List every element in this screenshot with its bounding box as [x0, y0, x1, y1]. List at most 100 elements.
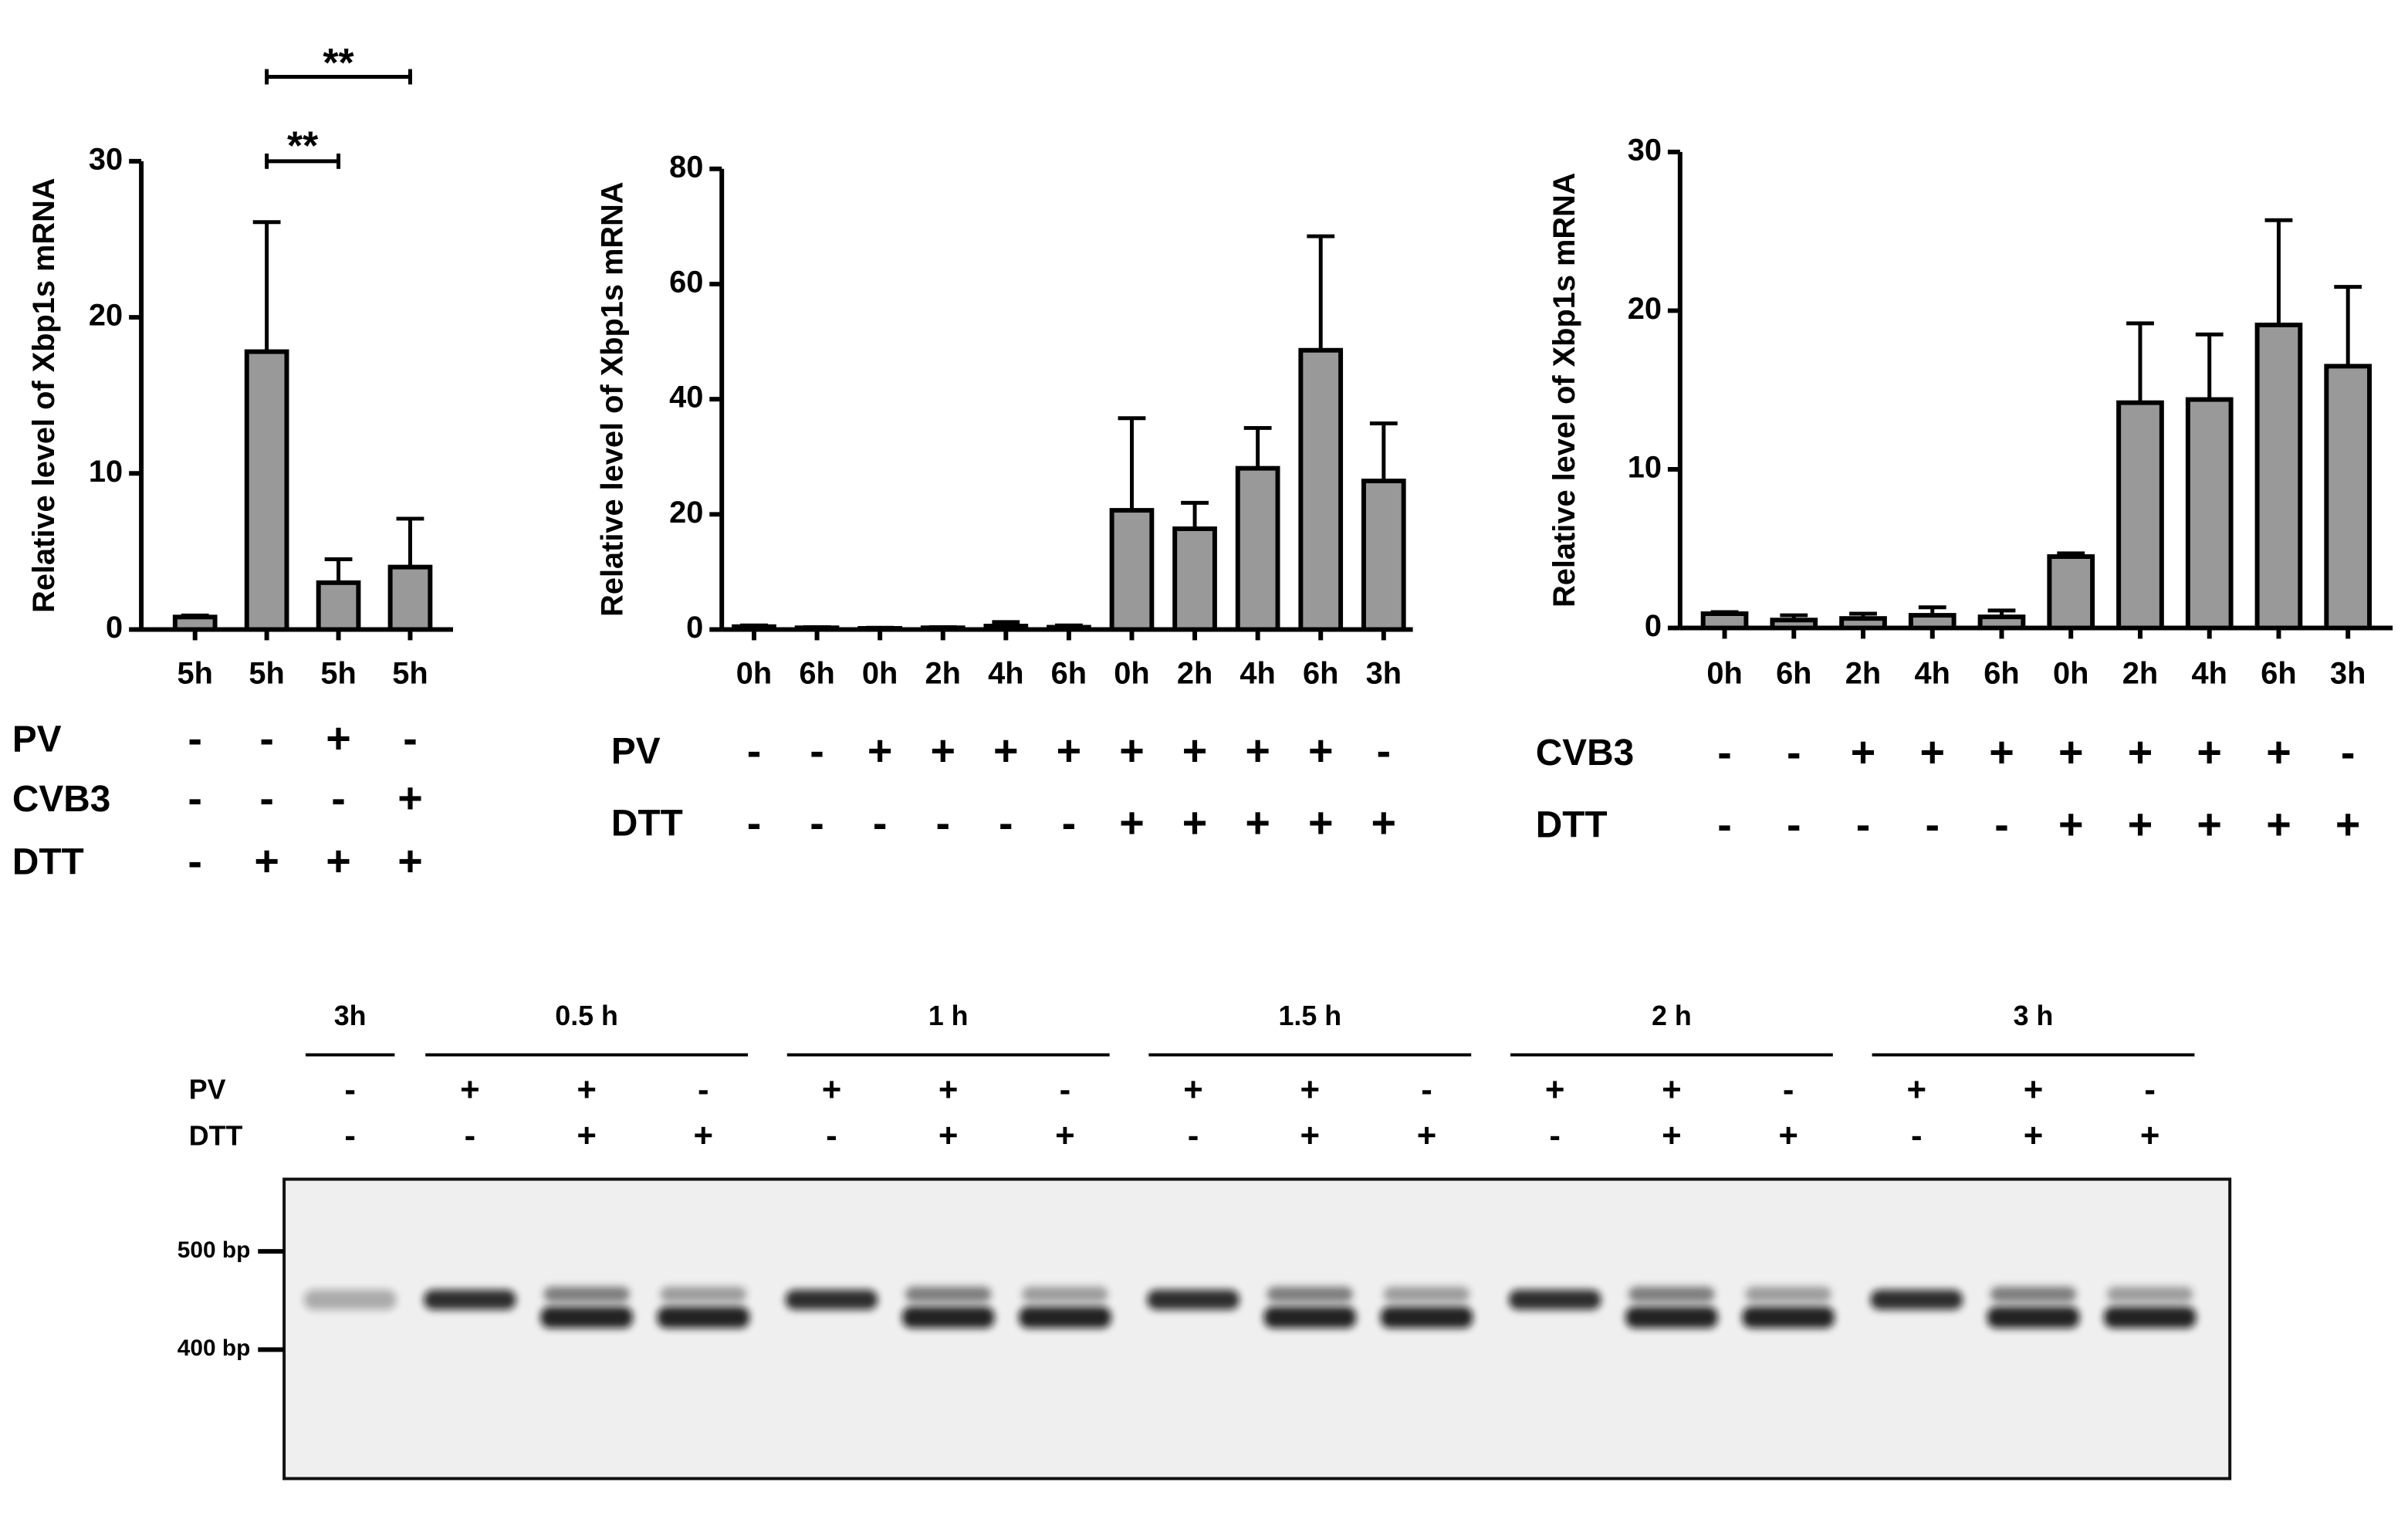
condition-sign: - — [1062, 799, 1077, 847]
x-tick-label: 5h — [320, 657, 356, 691]
bar — [1298, 347, 1344, 632]
gel-sign: + — [694, 1116, 714, 1154]
marker-label: 500 bp — [178, 1237, 251, 1263]
condition-sign: + — [2197, 728, 2222, 776]
bar — [1109, 508, 1155, 632]
x-tick-label: 2h — [925, 657, 961, 691]
condition-sign: + — [1989, 728, 2014, 776]
gel-band — [2107, 1286, 2193, 1302]
y-tick-label: 0 — [686, 611, 703, 645]
gel-sign: + — [939, 1071, 959, 1108]
condition-label: DTT — [1536, 805, 1608, 846]
marker-label: 400 bp — [178, 1335, 251, 1361]
condition-sign: + — [1308, 726, 1334, 774]
y-tick-label: 80 — [669, 150, 703, 184]
gel-row-label: DTT — [189, 1120, 243, 1151]
condition-sign: - — [747, 799, 762, 847]
x-tick-label: 3h — [1366, 657, 1402, 691]
gel-sign: - — [1060, 1071, 1071, 1108]
condition-sign: + — [1919, 728, 1945, 776]
condition-sign: - — [1925, 800, 1940, 848]
x-tick-label: 0h — [736, 657, 772, 691]
gel-band — [1625, 1306, 1718, 1328]
y-tick-label: 30 — [1628, 133, 1662, 167]
gel-sign: - — [465, 1116, 476, 1154]
gel-sign: + — [577, 1116, 597, 1154]
condition-sign: + — [1371, 799, 1397, 847]
gel-sign: - — [2144, 1071, 2156, 1108]
gel-group-label: 1 h — [928, 1000, 969, 1031]
gel-band — [1628, 1286, 1715, 1302]
gel-group-label: 3 h — [2014, 1000, 2054, 1031]
x-tick-label: 6h — [1051, 657, 1087, 691]
condition-sign: - — [188, 838, 202, 885]
condition-sign: - — [259, 774, 274, 822]
condition-sign: - — [1787, 728, 1801, 776]
condition-sign: - — [1856, 800, 1871, 848]
bar — [1047, 624, 1091, 632]
bar — [1235, 465, 1280, 632]
condition-sign: + — [1182, 726, 1208, 774]
gel-sign: - — [344, 1116, 356, 1154]
y-axis-label: Relative level of Xbp1s mRNA — [1547, 172, 1581, 607]
x-tick-label: 0h — [1114, 657, 1149, 691]
gel-sign: - — [1549, 1116, 1561, 1154]
condition-sign: + — [2128, 800, 2153, 848]
gel-sign: - — [1188, 1116, 1199, 1154]
gel-sign: + — [822, 1071, 842, 1108]
gel-band — [1019, 1306, 1111, 1328]
gel-sign: + — [939, 1116, 959, 1154]
condition-label: CVB3 — [12, 779, 110, 820]
condition-sign: + — [397, 774, 423, 822]
gel-sign: + — [1300, 1071, 1321, 1108]
condition-sign: - — [1717, 800, 1732, 848]
gel-band — [540, 1306, 633, 1328]
bar — [2185, 397, 2234, 631]
condition-sign: + — [2058, 728, 2084, 776]
gel-band — [1508, 1289, 1601, 1310]
gel-band — [1147, 1289, 1240, 1310]
condition-sign: + — [993, 726, 1019, 774]
condition-sign: + — [867, 726, 893, 774]
y-tick-label: 20 — [1628, 292, 1662, 326]
condition-sign: + — [1182, 799, 1208, 847]
gel-band — [1267, 1286, 1354, 1302]
condition-sign: + — [2335, 800, 2361, 848]
gel-band — [1990, 1286, 2077, 1302]
condition-sign: - — [259, 714, 274, 762]
significance-label: ** — [323, 40, 354, 85]
y-tick-label: 30 — [89, 142, 123, 176]
bar — [2116, 400, 2164, 631]
condition-sign: + — [397, 838, 423, 885]
x-tick-label: 5h — [177, 657, 212, 691]
condition-sign: - — [331, 774, 346, 822]
y-tick-label: 0 — [106, 611, 123, 645]
bar — [2254, 322, 2303, 631]
gel-group-label: 0.5 h — [555, 1000, 618, 1031]
condition-sign: + — [2197, 800, 2222, 848]
gel-band — [785, 1289, 878, 1310]
x-tick-label: 6h — [1984, 657, 2019, 691]
gel-band — [303, 1289, 397, 1310]
gel-sign: + — [1662, 1071, 1682, 1108]
bar — [2324, 364, 2372, 631]
bar — [172, 614, 218, 632]
gel-group-label: 3h — [334, 1000, 367, 1031]
gel-band — [1745, 1286, 1831, 1302]
gel-sign: - — [1421, 1071, 1432, 1108]
bar — [1361, 479, 1406, 632]
condition-sign: - — [935, 799, 950, 847]
gel-sign: + — [577, 1071, 597, 1108]
condition-sign: + — [1245, 799, 1270, 847]
condition-sign: + — [1119, 726, 1145, 774]
condition-sign: + — [2058, 800, 2084, 848]
x-tick-label: 4h — [1240, 657, 1275, 691]
condition-sign: - — [1994, 800, 2009, 848]
x-tick-label: 6h — [2261, 657, 2296, 691]
y-tick-label: 10 — [89, 455, 123, 489]
bar — [2047, 554, 2095, 631]
condition-sign: + — [2266, 728, 2291, 776]
gel-sign: + — [2140, 1116, 2160, 1154]
